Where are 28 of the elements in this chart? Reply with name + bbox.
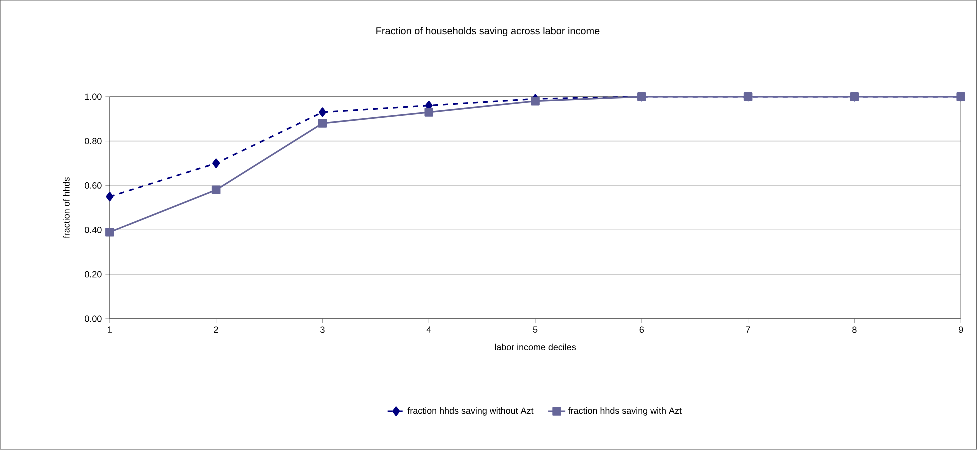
x-axis-title: labor income deciles (495, 344, 576, 351)
y-tick-label: 0.40 (85, 227, 102, 234)
point (212, 158, 220, 168)
x-tick-label: 8 (852, 326, 857, 334)
y-tick-label: 0.60 (85, 182, 102, 189)
point (106, 192, 114, 202)
point (318, 108, 327, 118)
legend-label: fraction hhds saving with Azt (568, 408, 682, 416)
point (318, 119, 328, 128)
y-tick-label: 1.00 (85, 94, 102, 100)
x-tick-label: 9 (959, 326, 964, 334)
point (531, 97, 540, 106)
x-tick-label: 4 (426, 326, 432, 333)
y-tick-label: 0.80 (85, 138, 102, 145)
x-tick-label: 5 (533, 326, 538, 334)
legend-label: fraction hhds saving without Azt (408, 408, 534, 416)
x-tick-label: 7 (746, 326, 750, 333)
y-axis-title: fraction of hhds (63, 178, 70, 239)
x-tick-label: 1 (108, 326, 112, 333)
x-tick-label: 6 (640, 326, 644, 334)
point (212, 186, 221, 195)
chart-title: Fraction of households saving across labor income (376, 27, 600, 37)
x-tick-label: 3 (320, 326, 325, 334)
point (424, 108, 434, 117)
y-tick-label: 0.20 (85, 271, 102, 278)
x-tick-label: 2 (214, 326, 218, 334)
y-tick-label: 0.00 (85, 316, 102, 322)
point (106, 228, 114, 237)
